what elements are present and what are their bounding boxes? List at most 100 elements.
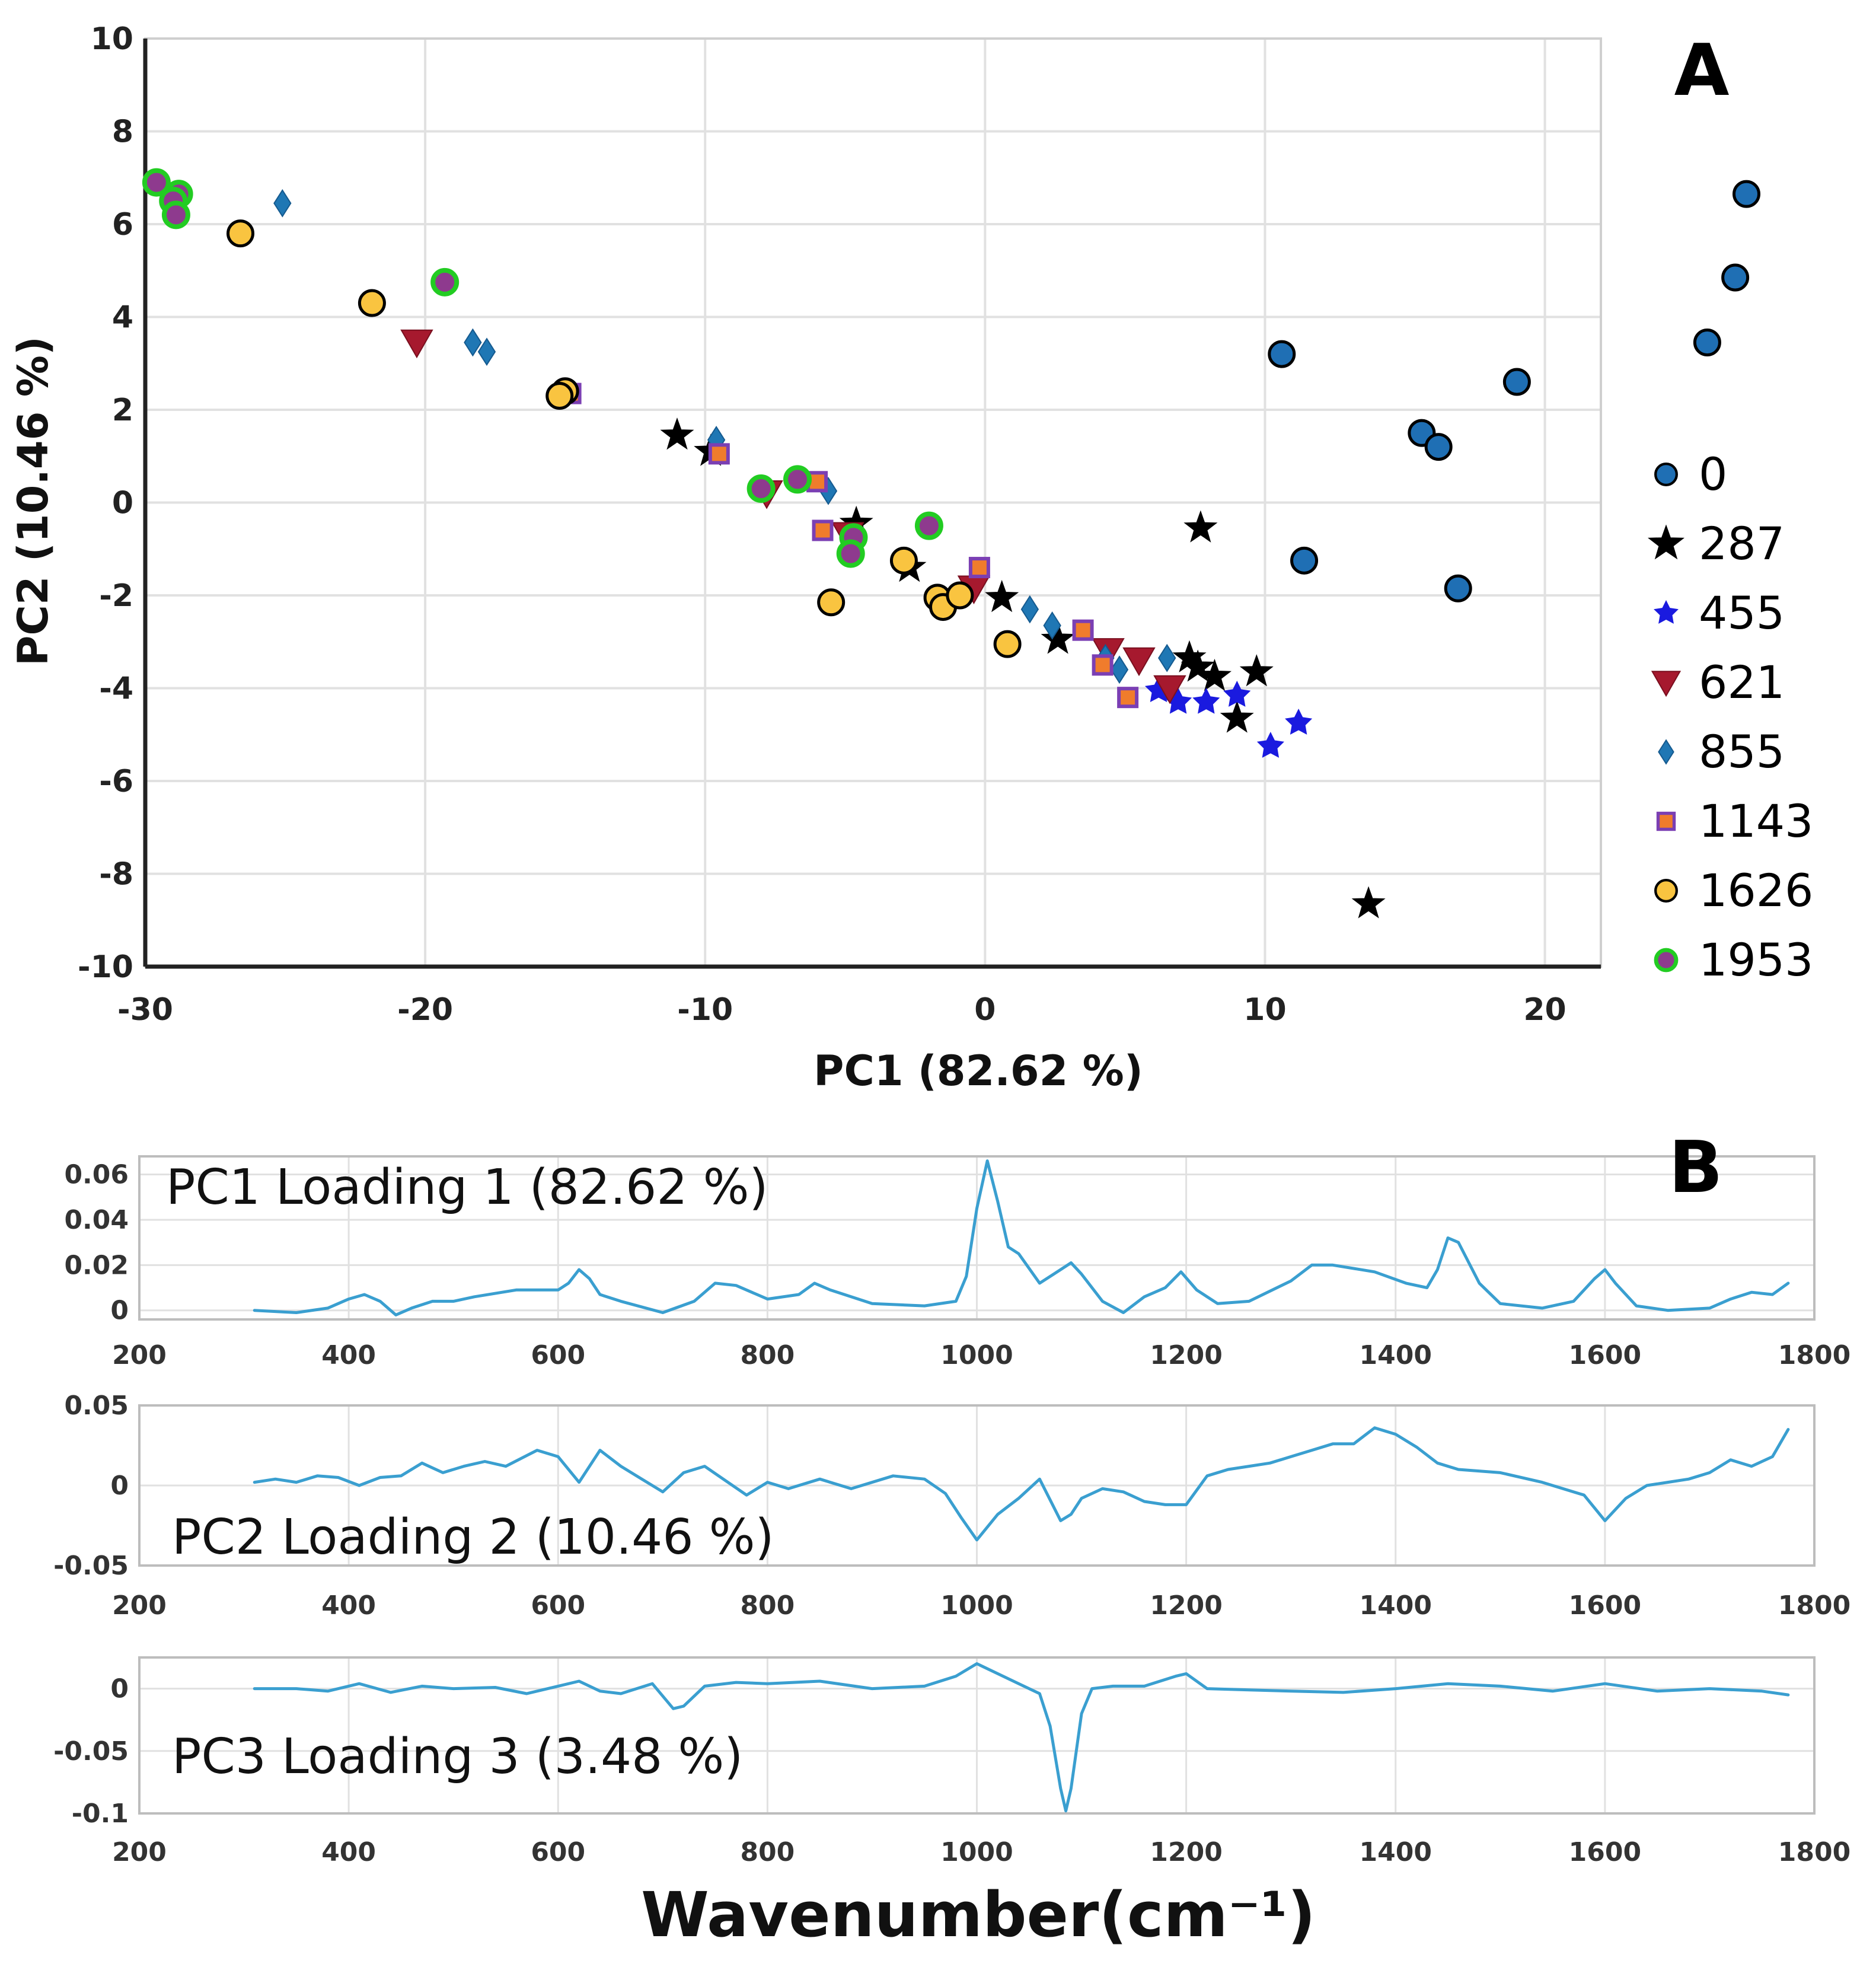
point-855: [464, 328, 482, 357]
x-tick-label: 1000: [940, 1837, 1013, 1867]
x-tick-label: -30: [117, 992, 173, 1028]
plot-frame: [138, 1404, 1816, 1567]
point-455: [1256, 732, 1284, 758]
y-tick-label: 0.05: [64, 1391, 129, 1421]
x-tick-label: 1200: [1150, 1837, 1222, 1867]
loading-2-panel: 200 400 600 800 1000 1200 1400 1600 1800 -0.05 0 0.…: [53, 1391, 1851, 1621]
x-tick-label: 1000: [940, 1340, 1013, 1370]
point-621: [1122, 647, 1156, 677]
point-855: [477, 337, 496, 366]
y-tick-label: 0: [110, 1296, 129, 1326]
y-tick-label: -2: [99, 578, 133, 614]
legend-marker-287: [1647, 524, 1685, 560]
point-855: [1158, 643, 1176, 672]
x-tick-label: 1800: [1778, 1590, 1851, 1621]
loading-line-1: [253, 1159, 1790, 1316]
y-tick-label: 0.04: [64, 1205, 129, 1235]
point-455: [1223, 680, 1251, 707]
y-tick-label: -0.05: [53, 1551, 129, 1581]
y-tick-label: 0.06: [64, 1160, 129, 1190]
point-1953: [142, 168, 171, 197]
panel-label-b: B: [1668, 1127, 1722, 1209]
legend-marker-1143: [1656, 811, 1676, 831]
point-0: [1502, 368, 1531, 396]
legend-label-287: 287: [1699, 517, 1785, 570]
x-tick-label: 1800: [1778, 1340, 1851, 1370]
plot-frame: [138, 1155, 1816, 1321]
x-tick-label: 1200: [1150, 1590, 1222, 1621]
y-tick-label: -0.05: [53, 1736, 129, 1767]
point-1143: [1072, 619, 1094, 641]
point-1143: [708, 443, 730, 465]
point-1953: [161, 200, 190, 229]
point-287: [1239, 654, 1274, 687]
x-tick-label: 1400: [1360, 1837, 1432, 1867]
point-1143: [1117, 687, 1139, 709]
point-287: [1197, 658, 1232, 691]
point-1626: [993, 630, 1022, 658]
point-1143: [968, 557, 990, 579]
x-tick-label: 400: [321, 1837, 376, 1867]
point-1626: [226, 219, 255, 248]
x-tick-label: 20: [1523, 992, 1566, 1028]
point-287: [1041, 621, 1075, 654]
legend-marker-455: [1654, 600, 1679, 624]
wavenumber-axis-label: Wavenumber(cm⁻¹): [641, 1879, 1316, 1951]
legend: 0 287 455 621 855 1143 1626 1953: [1625, 439, 1820, 996]
y-tick-label: 0.02: [64, 1250, 129, 1280]
y-axis-label: PC2 (10.46 %): [9, 336, 58, 666]
point-621: [400, 329, 433, 359]
point-1953: [783, 465, 812, 494]
y-tick-label: 0: [110, 1471, 129, 1501]
legend-label-1143: 1143: [1699, 795, 1813, 847]
point-1953: [746, 474, 776, 503]
point-455: [1285, 708, 1313, 735]
x-tick-label: 10: [1243, 992, 1286, 1028]
x-tick-label: 600: [531, 1590, 585, 1621]
point-1626: [817, 588, 846, 617]
point-1626: [358, 289, 386, 317]
y-tick-label: 0: [110, 1674, 129, 1704]
y-tick-label: 2: [112, 393, 133, 428]
point-0: [1444, 574, 1472, 602]
point-0: [1693, 329, 1721, 357]
point-287: [660, 417, 694, 450]
y-tick-label: -8: [99, 857, 133, 892]
point-0: [1290, 546, 1319, 575]
point-1626: [545, 382, 574, 410]
loading-line-3: [253, 1662, 1790, 1813]
x-tick-label: 400: [321, 1340, 376, 1370]
point-0: [1721, 263, 1750, 292]
point-621: [1153, 675, 1186, 704]
loading-1-title: PC1 Loading 1 (82.62 %): [166, 1159, 768, 1216]
point-1626: [889, 546, 918, 575]
x-tick-label: 1400: [1360, 1340, 1432, 1370]
x-tick-label: 800: [740, 1590, 795, 1621]
legend-label-855: 855: [1699, 725, 1785, 778]
loading-2-title: PC2 Loading 2 (10.46 %): [172, 1509, 774, 1566]
point-287: [1183, 510, 1218, 543]
x-tick-label: 1000: [940, 1590, 1013, 1621]
x-tick-label: 200: [112, 1590, 167, 1621]
loading-1-panel: 200 400 600 800 1000 1200 1400 1600 1800 0 0.02 0.0…: [64, 1155, 1851, 1370]
point-287: [1351, 886, 1386, 919]
y-tick-label: -4: [99, 671, 133, 707]
legend-label-621: 621: [1699, 656, 1785, 709]
legend-box: [1625, 439, 1820, 996]
y-tick-label: -6: [99, 764, 133, 799]
x-tick-label: 600: [531, 1340, 585, 1370]
y-tick-label: -10: [78, 949, 133, 985]
x-tick-label: 1200: [1150, 1340, 1222, 1370]
x-tick-label: 800: [740, 1340, 795, 1370]
point-1626: [946, 581, 974, 610]
y-tick-label: 8: [112, 114, 133, 150]
point-0: [1733, 180, 1760, 208]
legend-marker-855: [1658, 739, 1674, 765]
legend-marker-1626: [1654, 879, 1678, 903]
y-tick-label: 10: [91, 21, 133, 57]
legend-marker-0: [1654, 463, 1678, 486]
legend-label-0: 0: [1699, 448, 1727, 500]
point-287: [985, 579, 1019, 613]
